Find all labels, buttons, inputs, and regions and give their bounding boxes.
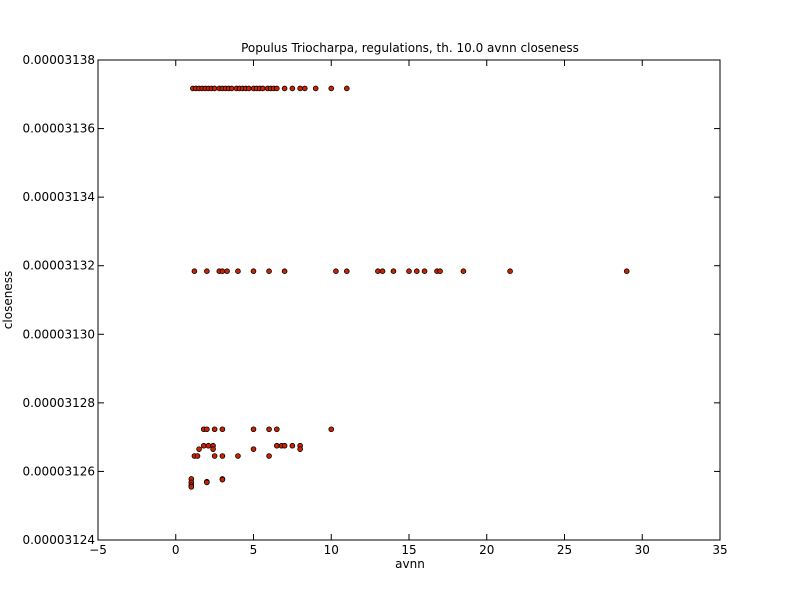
y-tick-label: 0.00003128 — [22, 396, 95, 410]
ticks: −5 0 5 10 15 20 25 30 35 0.00003124 0.00003126 0.00… — [22, 53, 727, 557]
data-point — [210, 446, 216, 452]
data-point — [219, 268, 226, 275]
data-point — [281, 85, 288, 92]
data-point — [297, 446, 303, 452]
data-point — [274, 85, 280, 92]
data-point — [211, 426, 218, 433]
data-point — [289, 442, 296, 449]
data-point — [204, 479, 210, 486]
data-point — [281, 442, 288, 449]
data-point — [219, 426, 226, 433]
data-point — [204, 268, 210, 275]
x-tick-label: 25 — [557, 543, 572, 557]
data-point — [328, 426, 335, 433]
x-tick-label: −5 — [89, 543, 107, 557]
x-tick-label: 20 — [479, 543, 494, 557]
data-point — [343, 85, 350, 92]
data-point — [333, 268, 339, 275]
data-point — [421, 268, 428, 275]
y-tick-label: 0.00003124 — [22, 533, 95, 547]
data-point — [250, 446, 257, 452]
y-tick-label: 0.00003126 — [22, 464, 95, 478]
data-point — [281, 268, 288, 275]
y-tick-label: 0.00003138 — [22, 53, 95, 67]
x-tick-label: 10 — [324, 543, 339, 557]
x-tick-label: 30 — [635, 543, 650, 557]
data-point — [274, 442, 280, 449]
x-tick-label: 35 — [712, 543, 727, 557]
data-point — [390, 268, 397, 275]
data-point — [188, 484, 195, 490]
data-point — [312, 85, 319, 92]
data-point — [266, 453, 272, 459]
data-point — [246, 85, 252, 92]
data-point — [328, 85, 335, 92]
data-point — [406, 268, 412, 275]
data-point — [219, 476, 226, 483]
data-point — [413, 268, 420, 275]
data-point — [194, 453, 201, 459]
x-tick-label: 5 — [250, 543, 258, 557]
data-point — [260, 85, 266, 92]
plot-frame — [97, 59, 721, 541]
x-axis-label: avnn — [395, 557, 425, 571]
data-point — [302, 85, 308, 92]
data-point — [623, 268, 630, 275]
data-point — [274, 426, 280, 433]
data-points — [188, 85, 630, 490]
y-tick-label: 0.00003136 — [22, 122, 95, 136]
data-point — [289, 85, 296, 92]
data-point — [437, 268, 443, 275]
data-point — [375, 268, 381, 275]
y-tick-label: 0.00003130 — [22, 327, 95, 341]
y-tick-label: 0.00003134 — [22, 190, 95, 204]
data-point — [266, 426, 272, 433]
data-point — [266, 268, 272, 275]
data-point — [250, 268, 257, 275]
x-tick-label: 15 — [401, 543, 416, 557]
y-tick-label: 0.00003132 — [22, 259, 95, 273]
x-tick-label: 0 — [172, 543, 180, 557]
data-point — [343, 268, 350, 275]
data-point — [224, 268, 230, 275]
data-point — [379, 268, 386, 275]
data-point — [235, 453, 241, 459]
data-point — [205, 442, 212, 449]
y-axis-label: closeness — [1, 271, 15, 329]
data-point — [235, 268, 241, 275]
data-point — [297, 85, 303, 92]
data-point — [460, 268, 467, 275]
data-point — [196, 446, 202, 452]
data-point — [200, 442, 207, 449]
data-point — [219, 453, 226, 459]
data-point — [211, 453, 218, 459]
chart-title: Populus Triocharpa, regulations, th. 10.… — [241, 41, 579, 55]
data-point — [507, 268, 513, 275]
data-point — [204, 426, 210, 433]
data-point — [191, 268, 198, 275]
data-point — [228, 85, 235, 92]
data-point — [211, 85, 218, 92]
data-point — [250, 426, 257, 433]
